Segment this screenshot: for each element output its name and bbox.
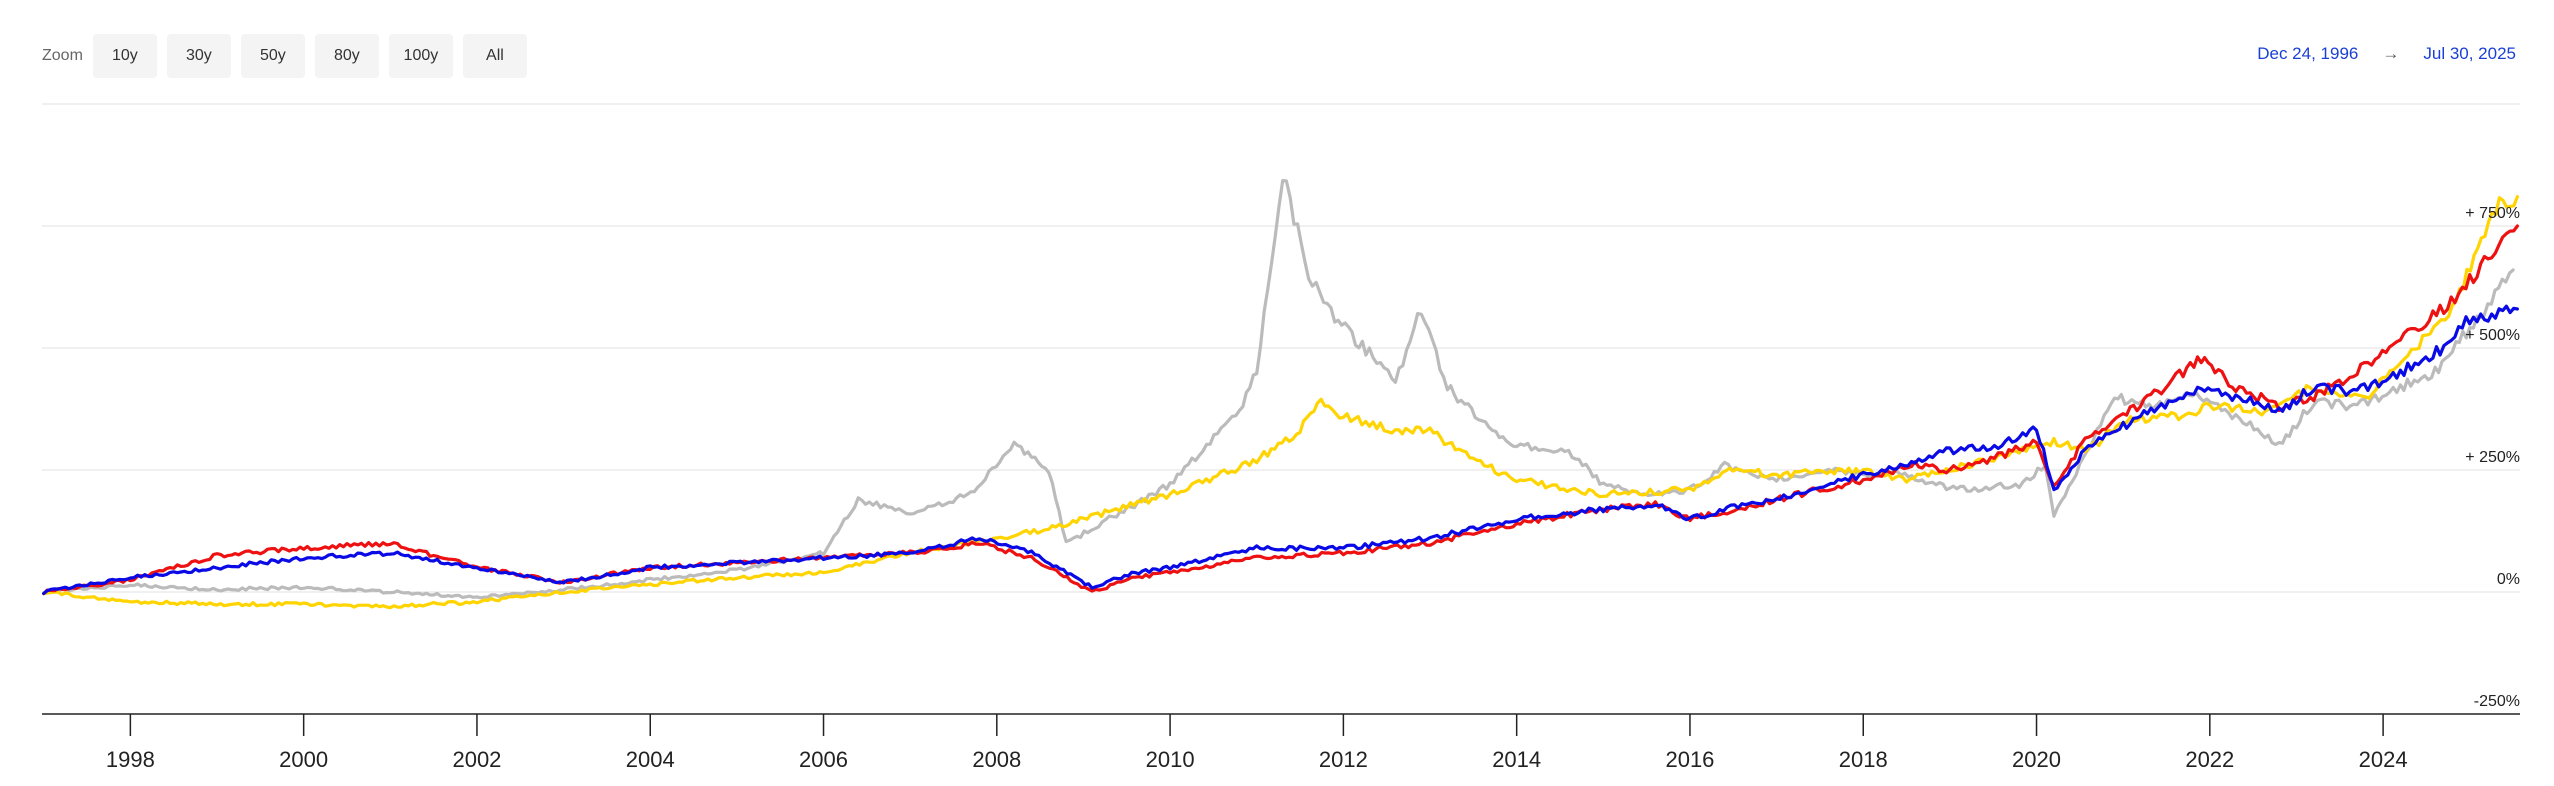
x-axis: 1998 2000 2002 2004 2006 2008 2010 2012 2014 2016… (42, 713, 2520, 772)
y-tick-label: -250% (2474, 693, 2520, 710)
x-tick-label: 2010 (1146, 747, 1195, 772)
zoom-button-100y[interactable]: 100y (388, 34, 453, 78)
series-line-yellow[interactable] (42, 195, 2519, 610)
series-line-gray[interactable] (42, 179, 2515, 600)
x-tick-label: 1998 (106, 747, 155, 772)
x-tick-label: 2022 (2185, 747, 2234, 772)
zoom-button-50y[interactable]: 50y (240, 34, 305, 78)
x-tick-label: 2002 (452, 747, 501, 772)
x-tick-label: 2016 (1665, 747, 1714, 772)
arrow-right-icon: → (2382, 44, 2400, 63)
series-layer (42, 179, 2519, 610)
zoom-label: Zoom (42, 47, 83, 64)
zoom-button-10y[interactable]: 10y (92, 34, 157, 78)
x-tick-label: 2018 (1839, 747, 1888, 772)
x-tick-label: 2024 (2359, 747, 2408, 772)
x-tick-label: 2014 (1492, 747, 1541, 772)
zoom-button-30y[interactable]: 30y (166, 34, 231, 78)
x-tick-label: 2000 (279, 747, 328, 772)
range-end-date[interactable]: Jul 30, 2025 (2423, 44, 2516, 63)
y-axis-labels: + 750% + 500% + 250% 0% -250% (2465, 205, 2520, 710)
x-tick-label: 2006 (799, 747, 848, 772)
y-tick-label: 0% (2497, 571, 2520, 588)
date-range: Dec 24, 1996 → Jul 30, 2025 (2257, 44, 2516, 64)
series-line-blue[interactable] (42, 304, 2519, 596)
zoom-button-all[interactable]: All (462, 34, 527, 78)
x-tick-label: 2012 (1319, 747, 1368, 772)
x-tick-label: 2020 (2012, 747, 2061, 772)
x-tick-label: 2004 (626, 747, 675, 772)
y-tick-label: + 750% (2465, 205, 2520, 222)
x-tick-label: 2008 (972, 747, 1021, 772)
y-tick-label: + 500% (2465, 327, 2520, 344)
zoom-button-80y[interactable]: 80y (314, 34, 379, 78)
zoom-toolbar: Zoom 10y 30y 50y 80y 100y All (42, 34, 537, 78)
grid-layer (42, 225, 2520, 593)
series-line-red[interactable] (42, 224, 2519, 596)
range-start-date[interactable]: Dec 24, 1996 (2257, 44, 2359, 63)
y-tick-label: + 250% (2465, 449, 2520, 466)
